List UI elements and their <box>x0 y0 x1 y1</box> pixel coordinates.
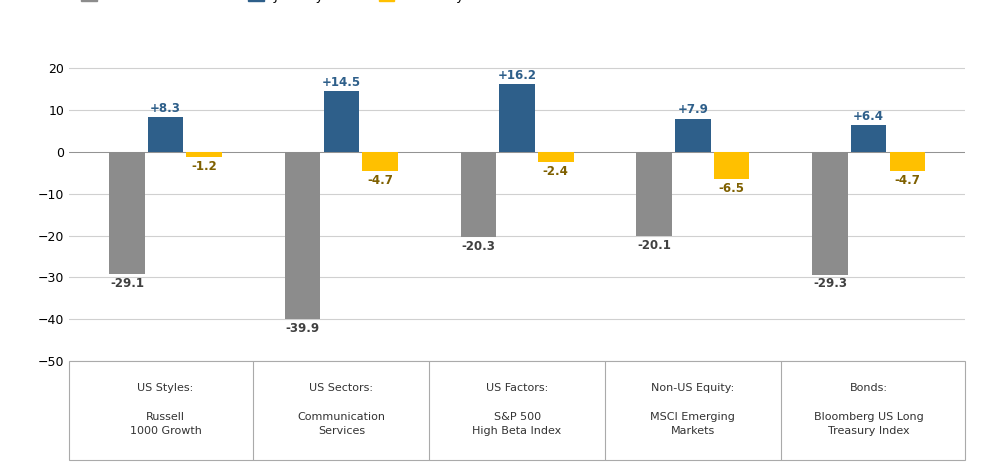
Text: US Styles:: US Styles: <box>138 383 194 393</box>
Text: MSCI Emerging
Markets: MSCI Emerging Markets <box>650 412 736 436</box>
Bar <box>675 119 710 151</box>
Text: US Factors:: US Factors: <box>486 383 549 393</box>
Text: US Sectors:: US Sectors: <box>309 383 373 393</box>
Text: +7.9: +7.9 <box>678 104 708 116</box>
Bar <box>148 117 183 151</box>
Bar <box>851 125 886 151</box>
Text: -4.7: -4.7 <box>894 174 920 187</box>
Bar <box>461 151 496 237</box>
Bar <box>324 91 360 151</box>
Text: -29.1: -29.1 <box>110 277 144 290</box>
Bar <box>636 151 672 236</box>
Text: S&P 500
High Beta Index: S&P 500 High Beta Index <box>473 412 561 436</box>
Text: +6.4: +6.4 <box>853 110 885 123</box>
Legend: 2022 Total Returns, January 2023, February 2023: 2022 Total Returns, January 2023, Februa… <box>76 0 507 8</box>
Text: +16.2: +16.2 <box>497 68 537 82</box>
Text: -29.3: -29.3 <box>813 278 847 290</box>
Text: -39.9: -39.9 <box>286 322 320 335</box>
Text: -20.1: -20.1 <box>637 239 671 252</box>
Text: Russell
1000 Growth: Russell 1000 Growth <box>130 412 202 436</box>
Bar <box>499 84 535 151</box>
Bar <box>538 151 573 162</box>
Text: -6.5: -6.5 <box>718 182 745 195</box>
Text: -1.2: -1.2 <box>191 159 217 173</box>
Bar <box>362 151 398 172</box>
Bar <box>285 151 320 319</box>
Text: Bonds:: Bonds: <box>850 383 887 393</box>
Bar <box>714 151 750 179</box>
Text: -4.7: -4.7 <box>367 174 393 187</box>
Bar <box>109 151 145 274</box>
Text: Non-US Equity:: Non-US Equity: <box>651 383 735 393</box>
Text: Communication
Services: Communication Services <box>297 412 385 436</box>
Text: -2.4: -2.4 <box>543 165 568 178</box>
Text: +8.3: +8.3 <box>150 102 181 115</box>
Bar <box>889 151 925 172</box>
Text: +14.5: +14.5 <box>322 76 361 89</box>
Text: -20.3: -20.3 <box>462 240 495 253</box>
Bar <box>813 151 848 274</box>
Bar <box>186 151 222 157</box>
Text: Bloomberg US Long
Treasury Index: Bloomberg US Long Treasury Index <box>814 412 924 436</box>
